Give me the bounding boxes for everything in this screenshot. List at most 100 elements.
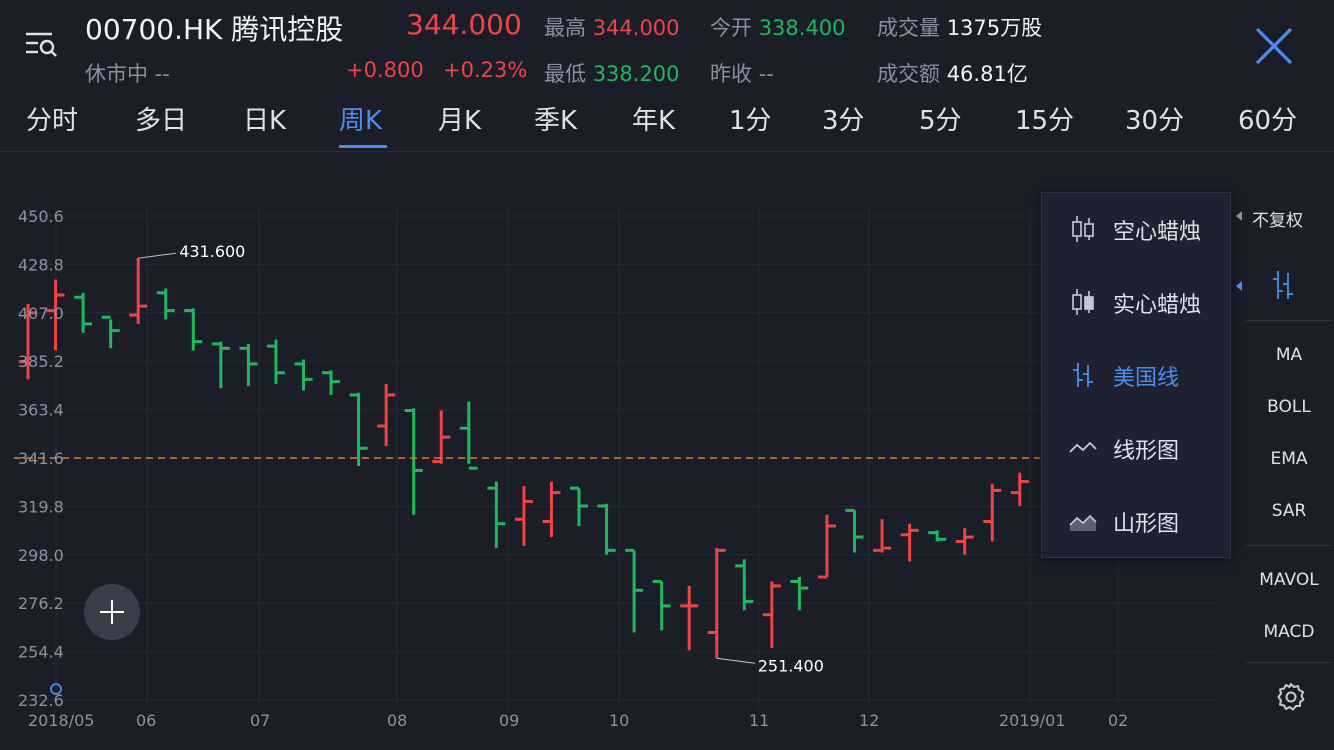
tab-60min[interactable]: 60分 (1238, 106, 1298, 136)
ohlc-bar (873, 519, 892, 553)
x-tick-label: 2019/01 (999, 711, 1065, 730)
x-tick-label: 2018/05 (28, 711, 94, 730)
menu-icon[interactable] (24, 28, 58, 62)
y-tick-label: 385.2 (18, 352, 64, 371)
ohlc-bar (1010, 472, 1029, 506)
caret-left-icon (1236, 281, 1242, 291)
tab-30min[interactable]: 30分 (1125, 106, 1185, 136)
menu-item-area-chart[interactable]: 山形图 (1042, 495, 1232, 545)
high-value: 344.000 (592, 16, 680, 40)
ohlc-bar (239, 343, 258, 387)
min-annotation: 251.400 (716, 656, 824, 675)
ohlc-bar (680, 585, 699, 651)
turnover-stat: 成交额 46.81亿 (877, 58, 1028, 88)
ohlc-icon (1073, 363, 1093, 387)
tab-daily-k[interactable]: 日K (243, 106, 287, 136)
volume-value: 1375万股 (946, 16, 1043, 40)
ohlc-bar (790, 577, 809, 611)
menu-item-line-chart[interactable]: 线形图 (1042, 422, 1232, 472)
settings-gear-icon[interactable] (1276, 682, 1306, 712)
close-icon[interactable] (1252, 24, 1296, 68)
y-tick-label: 232.6 (18, 691, 64, 710)
tab-monthly-k[interactable]: 月K (438, 106, 482, 136)
x-tick-label: 09 (499, 711, 519, 730)
ohlc-bar (652, 579, 671, 631)
tabs-divider (0, 151, 1334, 152)
ohlc-bar (762, 581, 781, 649)
menu-item-solid-candle[interactable]: 实心蜡烛 (1042, 276, 1232, 326)
open-label: 今开 (710, 16, 752, 40)
min-leader-line (716, 657, 755, 664)
y-axis-labels: 450.6 428.8 407.0 385.2 363.4 341.6 319.8 298.0… (18, 207, 64, 710)
x-axis-labels: 2018/05 06 07 08 09 10 11 12 2019/01 02 (28, 711, 1128, 730)
tab-yearly-k[interactable]: 年K (632, 106, 676, 136)
price-change: +0.800 (346, 58, 424, 82)
market-status: 休市中 -- (85, 62, 170, 86)
y-tick-label: 254.4 (18, 643, 64, 662)
tab-1min[interactable]: 1分 (729, 106, 772, 136)
menu-item-label: 空心蜡烛 (1113, 220, 1202, 245)
ohlc-bar (459, 401, 478, 470)
divider (1246, 662, 1332, 663)
open-value: 338.400 (758, 16, 846, 40)
menu-item-ohlc[interactable]: 美国线 (1042, 349, 1232, 399)
tab-weekly-k[interactable]: 周K (339, 106, 383, 136)
price-change-pct: +0.23% (443, 58, 528, 82)
open-stat: 今开 338.400 (710, 12, 846, 42)
prev-close-label: 昨收 (710, 62, 752, 86)
period-tabs: 分时 多日 日K 周K 月K 季K 年K 1分 3分 5分 15分 30分 60… (0, 100, 1334, 150)
menu-item-hollow-candle[interactable]: 空心蜡烛 (1042, 203, 1232, 253)
low-stat: 最低 338.200 (544, 58, 680, 88)
min-annotation-label: 251.400 (758, 656, 824, 675)
indicator-panel: 不复权 MA BOLL EMA SAR MAVOL MACD (1236, 192, 1334, 722)
tab-15min[interactable]: 15分 (1015, 106, 1075, 136)
tab-5min[interactable]: 5分 (919, 106, 962, 136)
divider (1246, 320, 1332, 321)
ohlc-bar (46, 279, 65, 351)
indicator-mavol[interactable]: MAVOL (1259, 570, 1319, 590)
y-tick-label: 341.6 (18, 449, 64, 468)
max-annotation: 431.600 (138, 242, 245, 261)
ohlc-bar (542, 481, 561, 538)
ohlc-bar (597, 503, 616, 555)
ohlc-bar (570, 486, 588, 526)
ohlc-chart[interactable]: 450.6 428.8 407.0 385.2 363.4 341.6 319.8 298.0… (0, 152, 1236, 750)
x-tick-label: 02 (1108, 711, 1128, 730)
ohlc-bar (900, 523, 919, 562)
active-tab-indicator (339, 145, 387, 148)
indicator-ma[interactable]: MA (1275, 345, 1303, 365)
indicator-macd[interactable]: MACD (1263, 622, 1315, 642)
high-stat: 最高 344.000 (544, 12, 680, 42)
tab-quarterly-k[interactable]: 季K (534, 106, 578, 136)
ohlc-bar (625, 548, 644, 633)
indicator-ema[interactable]: EMA (1270, 449, 1308, 469)
menu-item-label: 美国线 (1113, 366, 1180, 391)
ohlc-bar (156, 288, 175, 320)
ohlc-bar (817, 514, 836, 579)
ohlc-bar (211, 341, 230, 389)
ohlc-bar (349, 392, 368, 466)
tab-3min[interactable]: 3分 (822, 106, 865, 136)
last-price: 344.000 (406, 8, 522, 41)
y-tick-label: 276.2 (18, 594, 64, 613)
crosshair-marker (50, 683, 62, 695)
ohlc-type-icon[interactable] (1268, 268, 1298, 302)
tab-multi-day[interactable]: 多日 (135, 106, 188, 136)
add-drawing-button[interactable] (84, 584, 140, 640)
ohlc-bar (377, 383, 396, 447)
indicator-sar[interactable]: SAR (1271, 501, 1307, 521)
low-label: 最低 (544, 62, 586, 86)
volume-label: 成交量 (877, 16, 940, 40)
adjust-mode-button[interactable]: 不复权 (1252, 211, 1303, 231)
turnover-label: 成交额 (877, 62, 940, 86)
turnover-value: 46.81亿 (946, 62, 1028, 86)
ohlc-bar (322, 370, 341, 395)
ohlc-bar (432, 410, 451, 464)
max-leader-line (138, 252, 177, 259)
indicator-boll[interactable]: BOLL (1267, 397, 1311, 417)
ohlc-bar (735, 559, 754, 611)
menu-item-label: 实心蜡烛 (1113, 293, 1202, 318)
y-tick-label: 450.6 (18, 207, 64, 226)
prev-close-value: -- (758, 62, 774, 86)
tab-fenshi[interactable]: 分时 (26, 106, 79, 136)
